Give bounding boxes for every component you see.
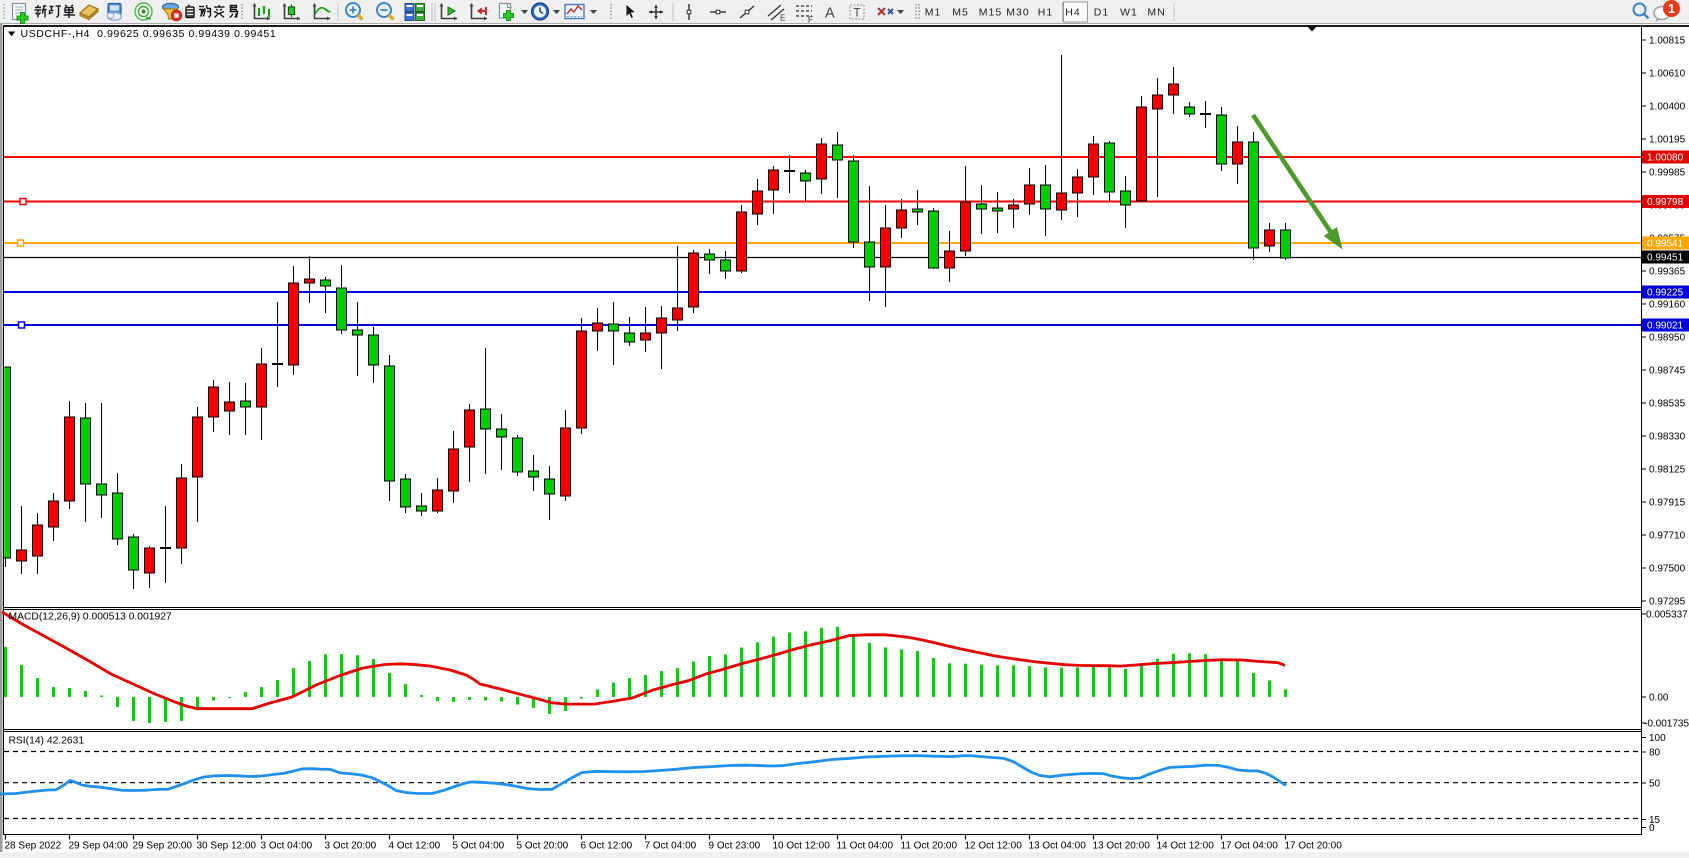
svg-text:6 Oct 12:00: 6 Oct 12:00 bbox=[581, 841, 633, 852]
svg-text:5 Oct 20:00: 5 Oct 20:00 bbox=[517, 841, 569, 852]
svg-text:29 Sep 04:00: 29 Sep 04:00 bbox=[69, 841, 129, 852]
svg-text:0.99541: 0.99541 bbox=[1647, 239, 1684, 250]
svg-text:3 Oct 20:00: 3 Oct 20:00 bbox=[325, 841, 377, 852]
svg-text:50: 50 bbox=[1649, 779, 1661, 790]
svg-text:M1: M1 bbox=[925, 7, 942, 19]
svg-text:15: 15 bbox=[1649, 815, 1661, 826]
svg-text:0.97500: 0.97500 bbox=[1649, 564, 1686, 575]
svg-text:0.99365: 0.99365 bbox=[1649, 267, 1686, 278]
svg-text:-0.001735: -0.001735 bbox=[1644, 719, 1689, 730]
svg-text:0.98535: 0.98535 bbox=[1649, 399, 1686, 410]
svg-text:0.005337: 0.005337 bbox=[1646, 610, 1688, 621]
svg-text:1.00195: 1.00195 bbox=[1649, 135, 1686, 146]
svg-text:RSI(14) 42.2631: RSI(14) 42.2631 bbox=[9, 736, 85, 747]
svg-text:1.00080: 1.00080 bbox=[1647, 153, 1684, 164]
svg-text:1.00400: 1.00400 bbox=[1649, 102, 1686, 113]
svg-text:MN: MN bbox=[1147, 7, 1165, 19]
svg-text:0.99985: 0.99985 bbox=[1649, 168, 1686, 179]
svg-text:D1: D1 bbox=[1094, 7, 1109, 19]
svg-text:17 Oct 20:00: 17 Oct 20:00 bbox=[1285, 841, 1343, 852]
svg-text:5 Oct 04:00: 5 Oct 04:00 bbox=[453, 841, 505, 852]
svg-text:0.99798: 0.99798 bbox=[1647, 197, 1684, 208]
svg-text:80: 80 bbox=[1649, 748, 1661, 759]
svg-text:0.99451: 0.99451 bbox=[1647, 253, 1684, 264]
svg-text:W1: W1 bbox=[1120, 7, 1138, 19]
svg-text:F: F bbox=[808, 16, 813, 25]
svg-text:1.00610: 1.00610 bbox=[1649, 69, 1686, 80]
svg-text:0.97915: 0.97915 bbox=[1649, 498, 1686, 509]
svg-text:29 Sep 20:00: 29 Sep 20:00 bbox=[133, 841, 193, 852]
svg-text:11 Oct 04:00: 11 Oct 04:00 bbox=[837, 841, 894, 852]
svg-text:MACD(12,26,9) 0.000513 0.00192: MACD(12,26,9) 0.000513 0.001927 bbox=[9, 612, 172, 623]
svg-text:12 Oct 12:00: 12 Oct 12:00 bbox=[965, 841, 1023, 852]
svg-text:0.99160: 0.99160 bbox=[1649, 300, 1686, 311]
svg-text:0.99225: 0.99225 bbox=[1647, 288, 1684, 299]
svg-text:0.97710: 0.97710 bbox=[1649, 531, 1686, 542]
svg-text:0.97295: 0.97295 bbox=[1649, 597, 1686, 608]
svg-text:0.98950: 0.98950 bbox=[1649, 333, 1686, 344]
svg-text:100: 100 bbox=[1649, 733, 1666, 744]
svg-text:0.98330: 0.98330 bbox=[1649, 432, 1686, 443]
svg-text:0: 0 bbox=[1649, 823, 1655, 834]
svg-text:H1: H1 bbox=[1038, 7, 1053, 19]
svg-text:0.99021: 0.99021 bbox=[1647, 321, 1684, 332]
svg-text:1.00815: 1.00815 bbox=[1649, 36, 1686, 47]
svg-text:T: T bbox=[854, 8, 861, 20]
svg-text:E: E bbox=[780, 14, 785, 23]
svg-text:3 Oct 04:00: 3 Oct 04:00 bbox=[261, 841, 313, 852]
svg-text:0.98745: 0.98745 bbox=[1649, 366, 1686, 377]
svg-text:A: A bbox=[825, 6, 835, 22]
svg-text:14 Oct 12:00: 14 Oct 12:00 bbox=[1157, 841, 1215, 852]
svg-text:17 Oct 04:00: 17 Oct 04:00 bbox=[1221, 841, 1279, 852]
svg-text:10 Oct 12:00: 10 Oct 12:00 bbox=[773, 841, 831, 852]
svg-text:1: 1 bbox=[1668, 2, 1675, 16]
svg-text:M15: M15 bbox=[979, 7, 1002, 19]
svg-text:M30: M30 bbox=[1006, 7, 1029, 19]
svg-text:9 Oct 23:00: 9 Oct 23:00 bbox=[709, 841, 761, 852]
svg-text:28 Sep 2022: 28 Sep 2022 bbox=[5, 841, 62, 852]
svg-text:0.98125: 0.98125 bbox=[1649, 465, 1686, 476]
svg-text:7 Oct 04:00: 7 Oct 04:00 bbox=[645, 841, 697, 852]
svg-text:4 Oct 12:00: 4 Oct 12:00 bbox=[389, 841, 441, 852]
svg-text:0.00: 0.00 bbox=[1649, 693, 1669, 704]
svg-text:30 Sep 12:00: 30 Sep 12:00 bbox=[197, 841, 257, 852]
svg-text:H4: H4 bbox=[1065, 7, 1080, 19]
svg-text:M5: M5 bbox=[952, 7, 969, 19]
svg-text:11 Oct 20:00: 11 Oct 20:00 bbox=[901, 841, 958, 852]
svg-text:USDCHF-,H4 0.99625 0.99635 0.: USDCHF-,H4 0.99625 0.99635 0.99439 0.994… bbox=[21, 28, 277, 40]
svg-text:13 Oct 04:00: 13 Oct 04:00 bbox=[1029, 841, 1087, 852]
svg-text:13 Oct 20:00: 13 Oct 20:00 bbox=[1093, 841, 1151, 852]
